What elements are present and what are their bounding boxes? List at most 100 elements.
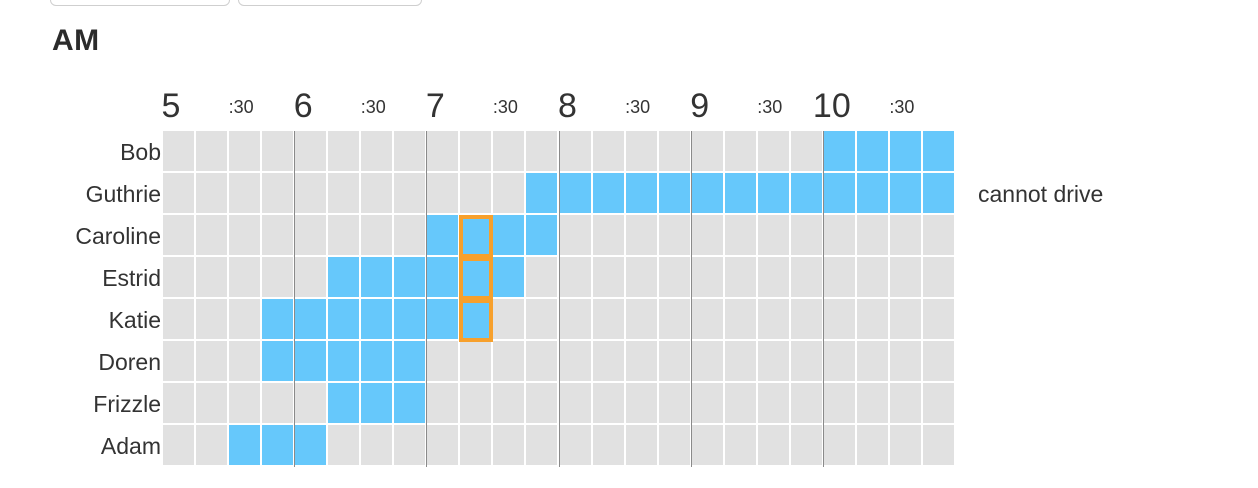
slot-cell[interactable] [229,257,263,299]
slot-cell[interactable] [361,131,395,173]
slot-cell[interactable] [328,425,362,467]
slot-cell[interactable] [889,341,923,383]
slot-cell[interactable] [526,131,560,173]
slot-cell[interactable] [460,425,494,467]
available-slot-cell[interactable] [295,341,329,383]
slot-cell[interactable] [559,425,593,467]
slot-cell[interactable] [757,341,791,383]
slot-cell[interactable] [229,299,263,341]
slot-cell[interactable] [295,215,329,257]
slot-cell[interactable] [823,215,857,257]
slot-cell[interactable] [460,383,494,425]
available-slot-cell[interactable] [790,173,824,215]
slot-cell[interactable] [328,173,362,215]
available-slot-cell[interactable] [427,215,461,257]
slot-cell[interactable] [592,299,626,341]
slot-cell[interactable] [196,299,230,341]
slot-cell[interactable] [592,215,626,257]
slot-cell[interactable] [724,131,758,173]
available-slot-cell[interactable] [394,257,428,299]
slot-cell[interactable] [196,383,230,425]
slot-cell[interactable] [196,215,230,257]
slot-cell[interactable] [790,215,824,257]
slot-cell[interactable] [658,131,692,173]
available-slot-cell[interactable] [526,173,560,215]
slot-cell[interactable] [691,425,725,467]
slot-cell[interactable] [658,383,692,425]
slot-cell[interactable] [394,131,428,173]
slot-cell[interactable] [229,173,263,215]
available-slot-cell[interactable] [394,341,428,383]
slot-cell[interactable] [691,215,725,257]
available-slot-cell[interactable] [526,215,560,257]
slot-cell[interactable] [328,215,362,257]
slot-cell[interactable] [427,383,461,425]
slot-cell[interactable] [592,341,626,383]
slot-cell[interactable] [295,173,329,215]
available-slot-cell[interactable] [427,299,461,341]
available-slot-cell[interactable] [856,131,890,173]
available-slot-cell[interactable] [328,299,362,341]
available-slot-cell[interactable] [922,131,956,173]
slot-cell[interactable] [460,131,494,173]
slot-cell[interactable] [658,257,692,299]
toolbar-button[interactable] [238,0,422,6]
available-slot-cell[interactable] [559,173,593,215]
slot-cell[interactable] [361,173,395,215]
slot-cell[interactable] [328,131,362,173]
slot-cell[interactable] [625,341,659,383]
slot-cell[interactable] [823,299,857,341]
slot-cell[interactable] [625,299,659,341]
slot-cell[interactable] [790,383,824,425]
available-slot-cell[interactable] [328,383,362,425]
slot-cell[interactable] [658,215,692,257]
slot-cell[interactable] [427,173,461,215]
slot-cell[interactable] [262,215,296,257]
slot-cell[interactable] [526,341,560,383]
slot-cell[interactable] [262,257,296,299]
available-slot-cell[interactable] [658,173,692,215]
available-slot-cell[interactable] [856,173,890,215]
slot-cell[interactable] [559,383,593,425]
slot-cell[interactable] [559,215,593,257]
slot-cell[interactable] [493,299,527,341]
slot-cell[interactable] [163,173,197,215]
slot-cell[interactable] [922,257,956,299]
available-slot-cell[interactable] [394,383,428,425]
slot-cell[interactable] [625,215,659,257]
slot-cell[interactable] [163,131,197,173]
slot-cell[interactable] [427,131,461,173]
slot-cell[interactable] [625,383,659,425]
slot-cell[interactable] [823,425,857,467]
slot-cell[interactable] [592,383,626,425]
slot-cell[interactable] [823,257,857,299]
slot-cell[interactable] [163,425,197,467]
available-slot-cell[interactable] [889,131,923,173]
available-slot-cell[interactable] [361,299,395,341]
available-slot-cell[interactable] [262,341,296,383]
slot-cell[interactable] [790,257,824,299]
slot-cell[interactable] [163,257,197,299]
slot-cell[interactable] [889,257,923,299]
slot-cell[interactable] [724,215,758,257]
available-slot-cell[interactable] [394,299,428,341]
available-slot-cell[interactable] [427,257,461,299]
slot-cell[interactable] [559,257,593,299]
slot-cell[interactable] [889,299,923,341]
slot-cell[interactable] [361,425,395,467]
slot-cell[interactable] [526,383,560,425]
slot-cell[interactable] [295,131,329,173]
available-slot-cell[interactable] [295,299,329,341]
slot-cell[interactable] [691,383,725,425]
available-slot-cell[interactable] [823,173,857,215]
available-slot-cell[interactable] [361,341,395,383]
slot-cell[interactable] [856,299,890,341]
available-slot-cell[interactable] [229,425,263,467]
available-slot-cell[interactable] [724,173,758,215]
available-slot-cell[interactable] [460,299,494,341]
slot-cell[interactable] [625,257,659,299]
available-slot-cell[interactable] [889,173,923,215]
available-slot-cell[interactable] [823,131,857,173]
slot-cell[interactable] [889,425,923,467]
slot-cell[interactable] [493,341,527,383]
